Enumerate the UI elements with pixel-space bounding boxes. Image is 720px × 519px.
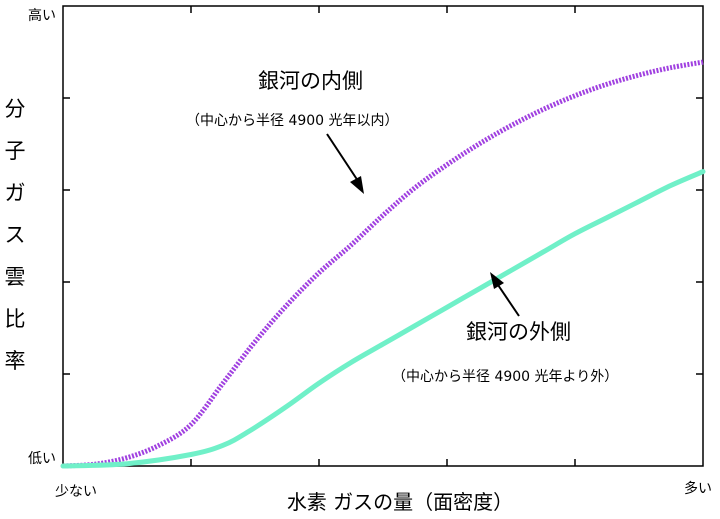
arrow-inner	[326, 133, 364, 194]
y-high-label: 高い	[28, 7, 56, 24]
y-axis-title-char: 雲	[5, 265, 26, 289]
y-axis-title-char: ガ	[5, 181, 26, 205]
x-axis-title: 水素 ガスの量（面密度）	[287, 490, 513, 514]
series-label-outer: 銀河の外側	[466, 320, 571, 344]
x-high-label: 多い	[684, 480, 712, 497]
x-low-label: 少ない	[55, 484, 97, 500]
plot-frame	[62, 5, 704, 467]
series-note-inner: （中心から半径 4900 光年以内）	[186, 113, 399, 129]
y-axis-title-char: 子	[5, 139, 26, 163]
series-line-outer	[60, 169, 706, 469]
ticks	[63, 6, 703, 466]
series-label-inner: 銀河の内側	[258, 69, 363, 93]
series-note-outer: （中心から半径 4900 光年より外）	[392, 369, 618, 385]
y-axis-title-char: 比	[5, 307, 26, 331]
y-axis-title-char: ス	[5, 223, 26, 247]
series-line-inner	[62, 59, 704, 469]
y-axis-title-char: 分	[5, 97, 26, 121]
y-axis-title-char: 率	[5, 349, 26, 373]
arrow-outer	[490, 272, 520, 317]
y-low-label: 低い	[28, 451, 56, 467]
